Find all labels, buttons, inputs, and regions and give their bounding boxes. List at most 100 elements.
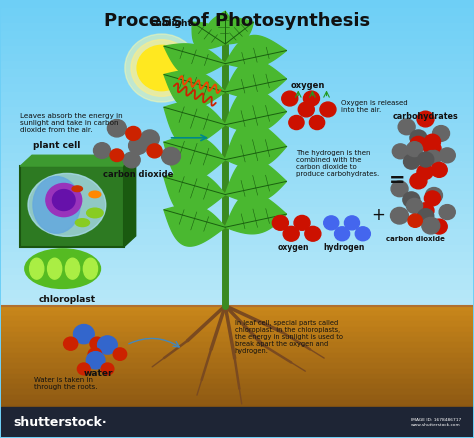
Bar	[1, 291, 473, 298]
Bar	[1, 108, 473, 116]
Circle shape	[88, 348, 101, 360]
Bar	[1, 431, 473, 437]
Bar	[1, 62, 473, 70]
Ellipse shape	[75, 219, 90, 227]
Circle shape	[53, 190, 75, 211]
Bar	[1, 93, 473, 100]
Circle shape	[98, 336, 117, 354]
Circle shape	[324, 216, 339, 230]
Circle shape	[417, 112, 434, 127]
Bar	[1, 230, 473, 237]
Circle shape	[77, 363, 90, 375]
Circle shape	[356, 227, 370, 241]
Circle shape	[431, 219, 447, 234]
Bar	[1, 85, 473, 93]
Bar	[1, 426, 473, 431]
Bar	[1, 337, 473, 343]
Ellipse shape	[28, 174, 106, 237]
Circle shape	[417, 203, 434, 219]
Circle shape	[93, 143, 110, 159]
Circle shape	[410, 137, 426, 152]
Circle shape	[73, 325, 94, 344]
Ellipse shape	[25, 250, 100, 289]
Ellipse shape	[89, 192, 101, 198]
Circle shape	[64, 337, 78, 350]
Polygon shape	[192, 23, 225, 50]
Circle shape	[46, 184, 82, 217]
Text: sunlight: sunlight	[150, 19, 192, 28]
Circle shape	[425, 151, 441, 166]
Circle shape	[298, 103, 314, 117]
Circle shape	[137, 46, 186, 92]
Circle shape	[310, 116, 325, 130]
Bar	[1, 395, 473, 400]
Ellipse shape	[30, 258, 44, 279]
Ellipse shape	[47, 258, 62, 279]
Polygon shape	[124, 156, 136, 247]
Bar	[1, 184, 473, 192]
Circle shape	[303, 92, 319, 107]
Bar	[1, 78, 473, 85]
Polygon shape	[225, 122, 286, 169]
Bar	[1, 348, 473, 353]
Text: =: =	[389, 170, 405, 189]
Bar	[1, 123, 473, 131]
Bar	[1, 116, 473, 123]
Bar	[1, 416, 473, 421]
Circle shape	[108, 120, 126, 138]
Bar	[1, 260, 473, 268]
Circle shape	[391, 208, 409, 225]
Circle shape	[410, 131, 427, 146]
Bar	[1, 306, 473, 311]
Circle shape	[426, 188, 442, 204]
Bar	[1, 327, 473, 332]
Bar	[1, 268, 473, 276]
Circle shape	[123, 153, 140, 169]
Circle shape	[417, 165, 433, 180]
Circle shape	[282, 92, 298, 107]
Ellipse shape	[65, 258, 80, 279]
Polygon shape	[164, 71, 225, 110]
Bar	[1, 215, 473, 222]
Bar	[1, 332, 473, 337]
Circle shape	[283, 227, 299, 242]
Bar	[1, 47, 473, 55]
Bar	[1, 311, 473, 317]
Circle shape	[345, 216, 359, 230]
Circle shape	[439, 148, 455, 163]
Bar	[1, 1, 473, 9]
Text: carbon dioxide: carbon dioxide	[386, 235, 445, 241]
Circle shape	[125, 35, 198, 103]
Bar	[1, 55, 473, 62]
Bar	[1, 17, 473, 24]
Bar	[1, 39, 473, 47]
Text: Water is taken in
through the roots.: Water is taken in through the roots.	[35, 376, 98, 389]
Circle shape	[410, 174, 427, 189]
Bar	[1, 276, 473, 283]
Polygon shape	[164, 102, 225, 146]
Polygon shape	[20, 156, 136, 167]
Text: carbon dioxide: carbon dioxide	[103, 170, 173, 179]
Bar	[1, 322, 473, 327]
Text: Oxygen is released
into the air.: Oxygen is released into the air.	[341, 99, 407, 112]
Bar	[1, 400, 473, 405]
Circle shape	[101, 363, 114, 375]
Circle shape	[86, 352, 105, 369]
Circle shape	[424, 135, 440, 150]
Circle shape	[162, 148, 181, 166]
Circle shape	[131, 41, 192, 97]
Circle shape	[422, 218, 440, 234]
Bar	[1, 253, 473, 260]
Polygon shape	[225, 89, 286, 133]
Bar	[1, 138, 473, 146]
Bar	[1, 421, 473, 426]
Bar	[1, 317, 473, 322]
Bar	[1, 374, 473, 379]
Bar	[1, 364, 473, 369]
Polygon shape	[209, 12, 233, 43]
Circle shape	[424, 141, 441, 157]
Polygon shape	[225, 36, 286, 68]
Bar	[1, 161, 473, 169]
Circle shape	[407, 199, 423, 214]
Circle shape	[140, 131, 159, 148]
